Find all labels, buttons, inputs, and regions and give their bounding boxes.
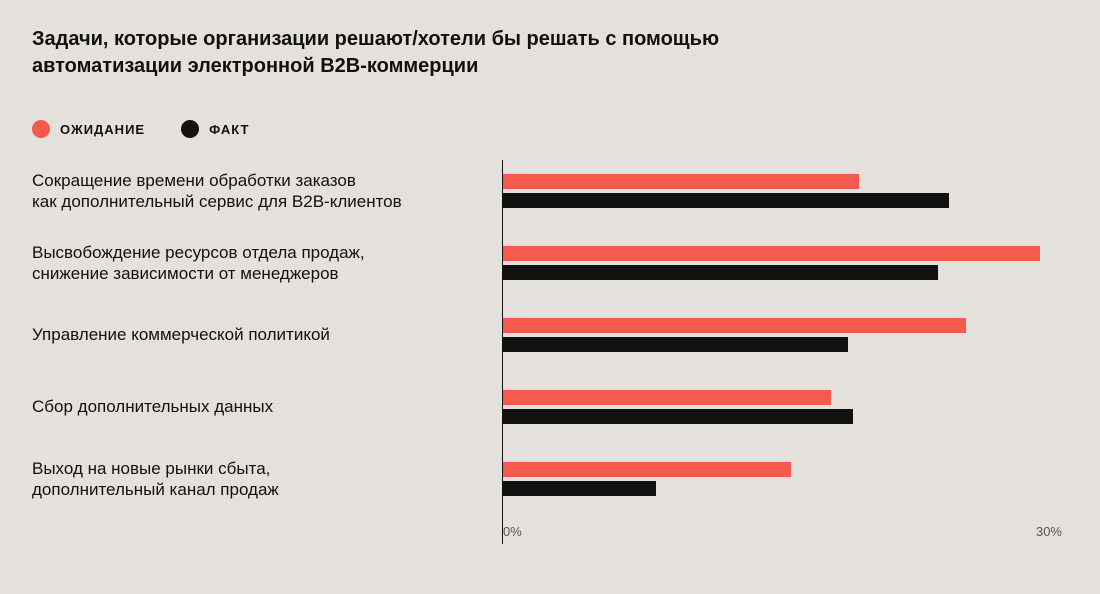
label-line: снижение зависимости от менеджеров (32, 263, 482, 284)
category-labels: Сокращение времени обработки заказов как… (32, 160, 502, 544)
category-label: Сбор дополнительных данных (32, 376, 482, 438)
bar-expectation (503, 390, 831, 405)
category-label: Сокращение времени обработки заказов как… (32, 160, 482, 222)
bars-column: 0% 30% (502, 160, 1068, 544)
x-tick-min: 0% (503, 524, 522, 539)
legend-label-expectation: ОЖИДАНИЕ (60, 122, 145, 137)
bar-expectation (503, 318, 966, 333)
category-label: Высвобождение ресурсов отдела продаж, сн… (32, 232, 482, 294)
x-axis: 0% 30% (503, 520, 1068, 544)
label-line: Управление коммерческой политикой (32, 324, 482, 345)
x-tick-max: 30% (1036, 524, 1062, 539)
legend-swatch-expectation (32, 120, 50, 138)
label-line: Сокращение времени обработки заказов (32, 170, 482, 191)
bar-fact (503, 409, 853, 424)
legend-item-fact: ФАКТ (181, 120, 249, 138)
label-line: Сбор дополнительных данных (32, 396, 482, 417)
label-line: Выход на новые рынки сбыта, (32, 458, 482, 479)
bar-group (503, 448, 1068, 510)
bar-group (503, 160, 1068, 222)
bar-fact (503, 265, 938, 280)
category-label: Управление коммерческой политикой (32, 304, 482, 366)
bar-group (503, 304, 1068, 366)
bar-expectation (503, 174, 859, 189)
chart-title: Задачи, которые организации решают/хотел… (32, 26, 732, 80)
bar-fact (503, 337, 848, 352)
legend-label-fact: ФАКТ (209, 122, 249, 137)
legend-swatch-fact (181, 120, 199, 138)
bar-expectation (503, 246, 1040, 261)
bar-fact (503, 193, 949, 208)
label-line: как дополнительный сервис для B2B-клиент… (32, 191, 482, 212)
legend-item-expectation: ОЖИДАНИЕ (32, 120, 145, 138)
legend: ОЖИДАНИЕ ФАКТ (32, 120, 1068, 138)
label-line: дополнительный канал продаж (32, 479, 482, 500)
label-line: Высвобождение ресурсов отдела продаж, (32, 242, 482, 263)
bar-group (503, 232, 1068, 294)
bar-expectation (503, 462, 791, 477)
chart-area: Сокращение времени обработки заказов как… (32, 160, 1068, 544)
category-label: Выход на новые рынки сбыта, дополнительн… (32, 448, 482, 510)
bar-group (503, 376, 1068, 438)
bar-fact (503, 481, 656, 496)
